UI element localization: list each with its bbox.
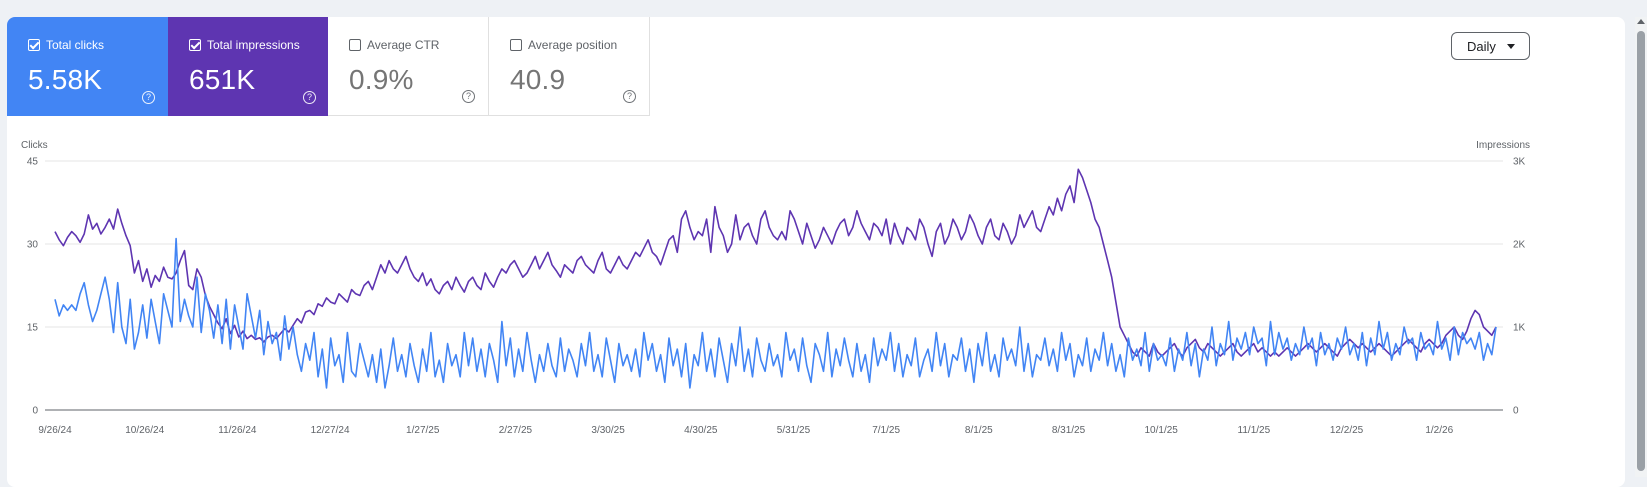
checkbox-icon[interactable] [28, 39, 40, 51]
checkbox-icon[interactable] [510, 39, 522, 51]
x-tick-label: 12/27/24 [311, 425, 350, 436]
series-line-impressions [54, 168, 1497, 357]
metric-total-impressions[interactable]: Total impressions 651K ? [168, 17, 329, 116]
y-left-axis-title: Clicks [21, 140, 48, 151]
y-right-tick-label: 0 [1513, 406, 1519, 417]
metric-label: Average CTR [367, 38, 440, 52]
x-tick-label: 10/1/25 [1145, 425, 1179, 436]
metric-value: 0.9% [349, 64, 414, 95]
x-tick-label: 4/30/25 [684, 425, 718, 436]
metric-label: Average position [528, 38, 618, 52]
x-tick-label: 11/1/25 [1238, 425, 1271, 436]
help-circle-icon[interactable]: ? [623, 90, 636, 103]
metric-average-position[interactable]: Average position 40.9 ? [489, 17, 650, 116]
x-tick-label: 1/27/25 [406, 425, 440, 436]
series-line-clicks [54, 237, 1497, 389]
scrollbar[interactable] [1635, 17, 1647, 477]
y-right-tick-label: 2K [1513, 240, 1526, 251]
x-tick-label: 9/26/24 [38, 425, 72, 436]
chevron-down-icon [1507, 44, 1515, 49]
metric-average-ctr[interactable]: Average CTR 0.9% ? [328, 17, 489, 116]
y-right-axis-title: Impressions [1476, 140, 1530, 151]
checkbox-icon[interactable] [189, 39, 201, 51]
metric-value: 5.58K [28, 64, 103, 95]
x-tick-label: 12/2/25 [1330, 425, 1364, 436]
y-left-tick-label: 0 [32, 406, 38, 417]
metric-value: 40.9 [510, 64, 566, 95]
x-tick-label: 8/31/25 [1052, 425, 1086, 436]
x-tick-label: 1/2/26 [1425, 425, 1453, 436]
x-tick-label: 11/26/24 [218, 425, 257, 436]
x-tick-label: 3/30/25 [591, 425, 625, 436]
y-right-tick-label: 1K [1513, 323, 1526, 334]
help-circle-icon[interactable]: ? [142, 91, 155, 104]
y-left-tick-label: 45 [27, 157, 39, 168]
checkbox-icon[interactable] [349, 39, 361, 51]
x-tick-label: 8/1/25 [965, 425, 993, 436]
granularity-dropdown[interactable]: Daily [1451, 32, 1530, 60]
scroll-up-icon[interactable] [1637, 19, 1645, 24]
x-tick-label: 10/26/24 [125, 425, 164, 436]
metric-total-clicks[interactable]: Total clicks 5.58K ? [7, 17, 168, 116]
y-right-tick-label: 3K [1513, 157, 1526, 168]
metric-value: 651K [189, 64, 256, 95]
y-left-tick-label: 30 [27, 240, 39, 251]
performance-chart: Clicks Impressions 0 0 15 1K 30 2K 45 3K 9/26/24… [21, 140, 1530, 436]
scrollbar-thumb[interactable] [1637, 31, 1645, 471]
y-left-tick-label: 15 [27, 323, 39, 334]
x-tick-label: 7/1/25 [872, 425, 900, 436]
granularity-label: Daily [1467, 38, 1496, 54]
x-tick-label: 2/27/25 [499, 425, 533, 436]
metric-label: Total clicks [46, 38, 105, 52]
help-circle-icon[interactable]: ? [303, 91, 316, 104]
metric-label: Total impressions [207, 38, 300, 52]
x-tick-label: 5/31/25 [777, 425, 811, 436]
help-circle-icon[interactable]: ? [462, 90, 475, 103]
